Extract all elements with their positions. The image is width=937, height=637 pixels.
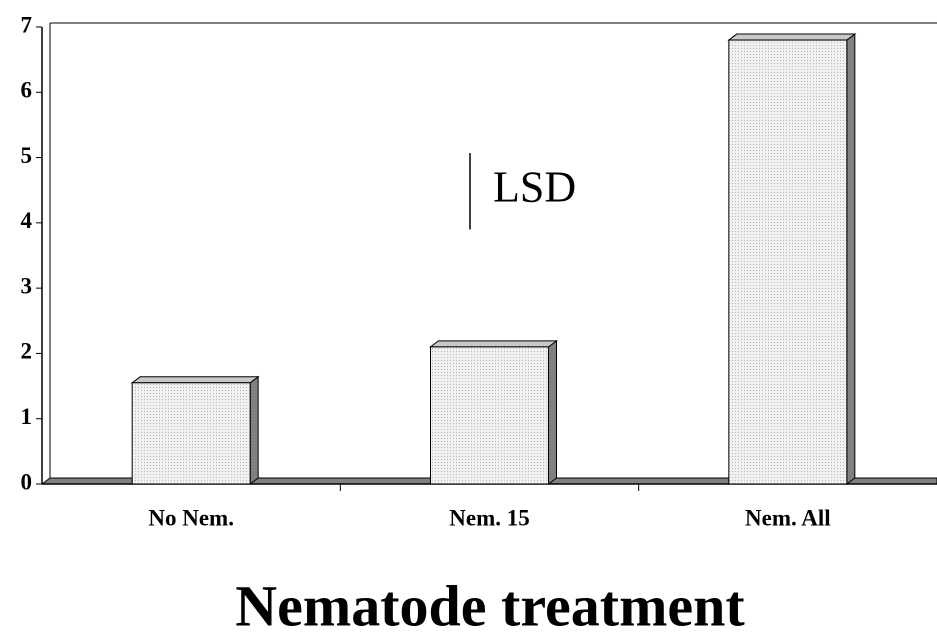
x-tick-label: Nem. All — [745, 505, 831, 530]
x-tick-label: Nem. 15 — [449, 505, 529, 530]
x-tick-label: No Nem. — [148, 505, 234, 530]
bar — [131, 382, 251, 485]
bar-top — [727, 33, 857, 41]
lsd-label: LSD — [493, 162, 576, 211]
bar-top — [429, 340, 558, 348]
y-tick-label: 3 — [21, 273, 33, 298]
bar-top — [130, 376, 260, 384]
y-tick-label: 2 — [21, 339, 33, 364]
bar-side — [249, 375, 259, 486]
bar — [430, 346, 549, 485]
y-tick-label: 7 — [21, 12, 33, 37]
bar-side — [548, 339, 557, 485]
x-axis-label: Nematode treatment — [235, 573, 745, 637]
bar-side — [846, 33, 856, 485]
bar — [728, 39, 848, 485]
y-tick-label: 0 — [21, 469, 33, 494]
y-tick-label: 4 — [21, 208, 33, 233]
y-tick-label: 1 — [21, 404, 33, 429]
y-tick-label: 5 — [21, 143, 33, 168]
y-tick-label: 6 — [21, 78, 33, 103]
